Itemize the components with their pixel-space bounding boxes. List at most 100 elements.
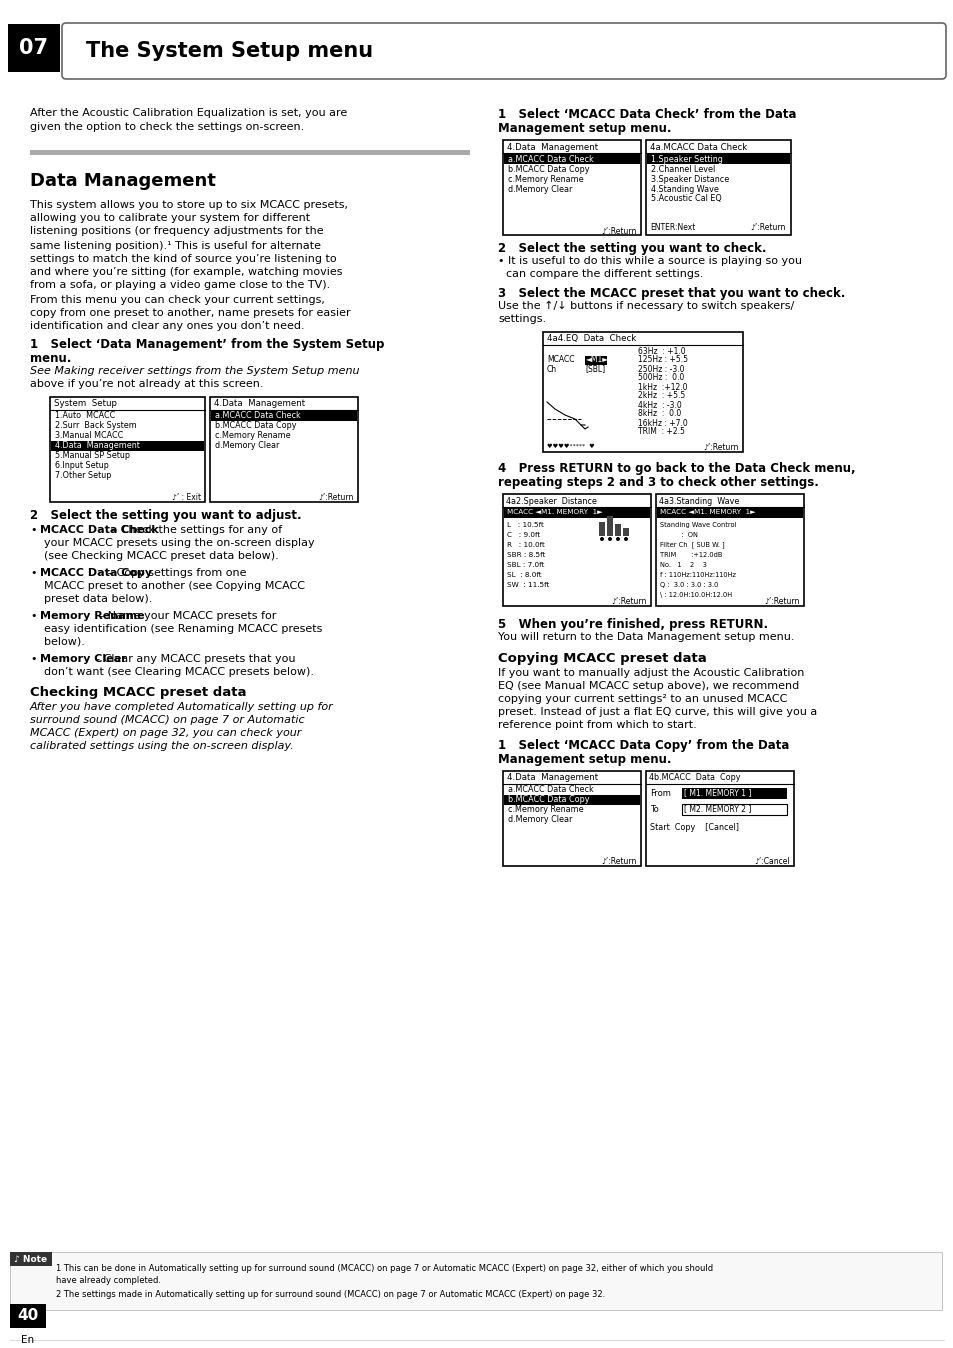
Bar bbox=[606, 516, 613, 537]
Text: The System Setup menu: The System Setup menu bbox=[86, 40, 373, 61]
Bar bbox=[51, 441, 204, 452]
Text: your MCACC presets using the on-screen display: your MCACC presets using the on-screen d… bbox=[44, 538, 314, 549]
Text: TRIM  : +2.5: TRIM : +2.5 bbox=[638, 427, 684, 437]
Bar bbox=[584, 356, 606, 365]
Text: 1.Speaker Setting: 1.Speaker Setting bbox=[650, 155, 722, 163]
Text: surround sound (MCACC) on page 7 or Automatic: surround sound (MCACC) on page 7 or Auto… bbox=[30, 714, 304, 725]
Bar bbox=[622, 528, 628, 537]
Text: This system allows you to store up to six MCACC presets,: This system allows you to store up to si… bbox=[30, 200, 348, 210]
Text: 2   Select the setting you want to adjust.: 2 Select the setting you want to adjust. bbox=[30, 510, 301, 522]
Text: – Name your MCACC presets for: – Name your MCACC presets for bbox=[95, 611, 276, 621]
Text: 1   Select ‘Data Management’ from the System Setup: 1 Select ‘Data Management’ from the Syst… bbox=[30, 338, 384, 350]
Text: a.MCACC Data Check: a.MCACC Data Check bbox=[507, 155, 593, 163]
Text: ◄M1►: ◄M1► bbox=[585, 356, 608, 364]
Text: ♪’:Return: ♪’:Return bbox=[601, 857, 637, 867]
Text: After the Acoustic Calibration Equalization is set, you are: After the Acoustic Calibration Equalizat… bbox=[30, 108, 347, 119]
Text: From: From bbox=[649, 789, 670, 798]
Text: 4.Data  Management: 4.Data Management bbox=[55, 442, 140, 450]
Text: 6.Input Setup: 6.Input Setup bbox=[55, 461, 109, 470]
Text: (see Checking MCACC preset data below).: (see Checking MCACC preset data below). bbox=[44, 551, 278, 561]
Text: 250Hz : -3.0: 250Hz : -3.0 bbox=[638, 364, 684, 373]
Text: a.MCACC Data Check: a.MCACC Data Check bbox=[507, 786, 593, 794]
Text: 16kHz : +7.0: 16kHz : +7.0 bbox=[638, 418, 687, 427]
Bar bbox=[645, 140, 790, 235]
Text: Checking MCACC preset data: Checking MCACC preset data bbox=[30, 686, 246, 700]
Text: See Making receiver settings from the System Setup menu: See Making receiver settings from the Sy… bbox=[30, 367, 359, 376]
Text: Memory Rename: Memory Rename bbox=[40, 611, 145, 621]
Text: Management setup menu.: Management setup menu. bbox=[497, 754, 671, 766]
Text: Standing Wave Control: Standing Wave Control bbox=[659, 522, 736, 528]
Text: – Check the settings for any of: – Check the settings for any of bbox=[108, 524, 282, 535]
Text: 1 This can be done in Automatically setting up for surround sound (MCACC) on pag: 1 This can be done in Automatically sett… bbox=[56, 1264, 713, 1273]
Text: repeating steps 2 and 3 to check other settings.: repeating steps 2 and 3 to check other s… bbox=[497, 476, 818, 489]
Text: En: En bbox=[21, 1335, 34, 1345]
Text: 2   Select the setting you want to check.: 2 Select the setting you want to check. bbox=[497, 243, 765, 255]
Text: MCACC Data Copy: MCACC Data Copy bbox=[40, 568, 152, 578]
Text: Use the ↑/↓ buttons if necessary to switch speakers/: Use the ↑/↓ buttons if necessary to swit… bbox=[497, 301, 794, 311]
Text: 4a2.Speaker  Distance: 4a2.Speaker Distance bbox=[505, 496, 597, 506]
Text: listening positions (or frequency adjustments for the: listening positions (or frequency adjust… bbox=[30, 226, 323, 236]
Text: c.Memory Rename: c.Memory Rename bbox=[214, 431, 291, 441]
Bar bbox=[30, 150, 470, 155]
Text: SL  : 8.0ft: SL : 8.0ft bbox=[506, 572, 541, 578]
Text: b.MCACC Data Copy: b.MCACC Data Copy bbox=[507, 164, 589, 174]
Text: MCACC ◄M1. MEMORY  1►: MCACC ◄M1. MEMORY 1► bbox=[506, 510, 602, 515]
Text: 1kHz  :+12.0: 1kHz :+12.0 bbox=[638, 383, 687, 391]
Text: R   : 10.0ft: R : 10.0ft bbox=[506, 542, 544, 549]
Text: [ M2. MEMORY 2 ]: [ M2. MEMORY 2 ] bbox=[683, 805, 751, 813]
Bar bbox=[502, 140, 640, 235]
Circle shape bbox=[599, 537, 603, 541]
Text: d.Memory Clear: d.Memory Clear bbox=[507, 185, 572, 194]
Text: – Copy settings from one: – Copy settings from one bbox=[104, 568, 246, 578]
Text: allowing you to calibrate your system for different: allowing you to calibrate your system fo… bbox=[30, 213, 310, 222]
Text: Management setup menu.: Management setup menu. bbox=[497, 123, 671, 135]
Text: calibrated settings using the on-screen display.: calibrated settings using the on-screen … bbox=[30, 741, 294, 751]
Text: below).: below). bbox=[44, 638, 85, 647]
Text: MCACC preset to another (see Copying MCACC: MCACC preset to another (see Copying MCA… bbox=[44, 581, 305, 590]
Text: 7.Other Setup: 7.Other Setup bbox=[55, 472, 112, 480]
Text: given the option to check the settings on-screen.: given the option to check the settings o… bbox=[30, 123, 304, 132]
Text: •: • bbox=[30, 568, 36, 578]
FancyBboxPatch shape bbox=[62, 23, 945, 80]
Text: SBR : 8.5ft: SBR : 8.5ft bbox=[506, 551, 545, 558]
Text: settings.: settings. bbox=[497, 314, 545, 324]
Text: 4a.MCACC Data Check: 4a.MCACC Data Check bbox=[649, 143, 746, 151]
Text: a.MCACC Data Check: a.MCACC Data Check bbox=[214, 411, 300, 421]
Text: After you have completed Automatically setting up for: After you have completed Automatically s… bbox=[30, 702, 334, 712]
Text: 63Hz  : +1.0: 63Hz : +1.0 bbox=[638, 346, 685, 356]
Text: :  ON: : ON bbox=[659, 532, 698, 538]
Text: above if you’re not already at this screen.: above if you’re not already at this scre… bbox=[30, 379, 263, 390]
Text: 4.Data  Management: 4.Data Management bbox=[213, 399, 305, 408]
Text: identification and clear any ones you don’t need.: identification and clear any ones you do… bbox=[30, 321, 304, 332]
Bar bbox=[503, 154, 639, 164]
Text: 3.Manual MCACC: 3.Manual MCACC bbox=[55, 431, 123, 441]
Text: ♪’:Return: ♪’:Return bbox=[703, 442, 739, 452]
Text: From this menu you can check your current settings,: From this menu you can check your curren… bbox=[30, 295, 325, 305]
Text: d.Memory Clear: d.Memory Clear bbox=[214, 442, 279, 450]
Text: same listening position).¹ This is useful for alternate: same listening position).¹ This is usefu… bbox=[30, 241, 320, 251]
Text: 8kHz  :  0.0: 8kHz : 0.0 bbox=[638, 410, 680, 418]
Text: Data Management: Data Management bbox=[30, 173, 215, 190]
Text: MCACC: MCACC bbox=[546, 356, 574, 364]
Text: 5   When you’re finished, press RETURN.: 5 When you’re finished, press RETURN. bbox=[497, 617, 767, 631]
Text: System  Setup: System Setup bbox=[54, 399, 117, 408]
Text: 2kHz  : +5.5: 2kHz : +5.5 bbox=[638, 391, 684, 400]
Text: 07: 07 bbox=[19, 38, 49, 58]
Text: c.Memory Rename: c.Memory Rename bbox=[507, 174, 583, 183]
Text: SW  : 11.5ft: SW : 11.5ft bbox=[506, 582, 549, 588]
Text: C   : 9.0ft: C : 9.0ft bbox=[506, 532, 539, 538]
Text: copy from one preset to another, name presets for easier: copy from one preset to another, name pr… bbox=[30, 307, 351, 318]
Bar bbox=[210, 398, 357, 501]
Text: Start  Copy    [Cancel]: Start Copy [Cancel] bbox=[649, 822, 739, 832]
Text: ♪’:Return: ♪’:Return bbox=[763, 597, 800, 607]
Bar bbox=[503, 795, 639, 805]
Text: EQ (see Manual MCACC setup above), we recommend: EQ (see Manual MCACC setup above), we re… bbox=[497, 681, 799, 692]
Text: 4.Standing Wave: 4.Standing Wave bbox=[650, 185, 719, 194]
Text: To: To bbox=[649, 805, 659, 813]
Bar bbox=[8, 24, 60, 71]
Text: 1.Auto  MCACC: 1.Auto MCACC bbox=[55, 411, 115, 421]
Text: [SBL]: [SBL] bbox=[584, 364, 604, 373]
Bar bbox=[656, 493, 803, 607]
Text: 2 The settings made in Automatically setting up for surround sound (MCACC) on pa: 2 The settings made in Automatically set… bbox=[56, 1290, 604, 1299]
Bar bbox=[50, 398, 205, 501]
